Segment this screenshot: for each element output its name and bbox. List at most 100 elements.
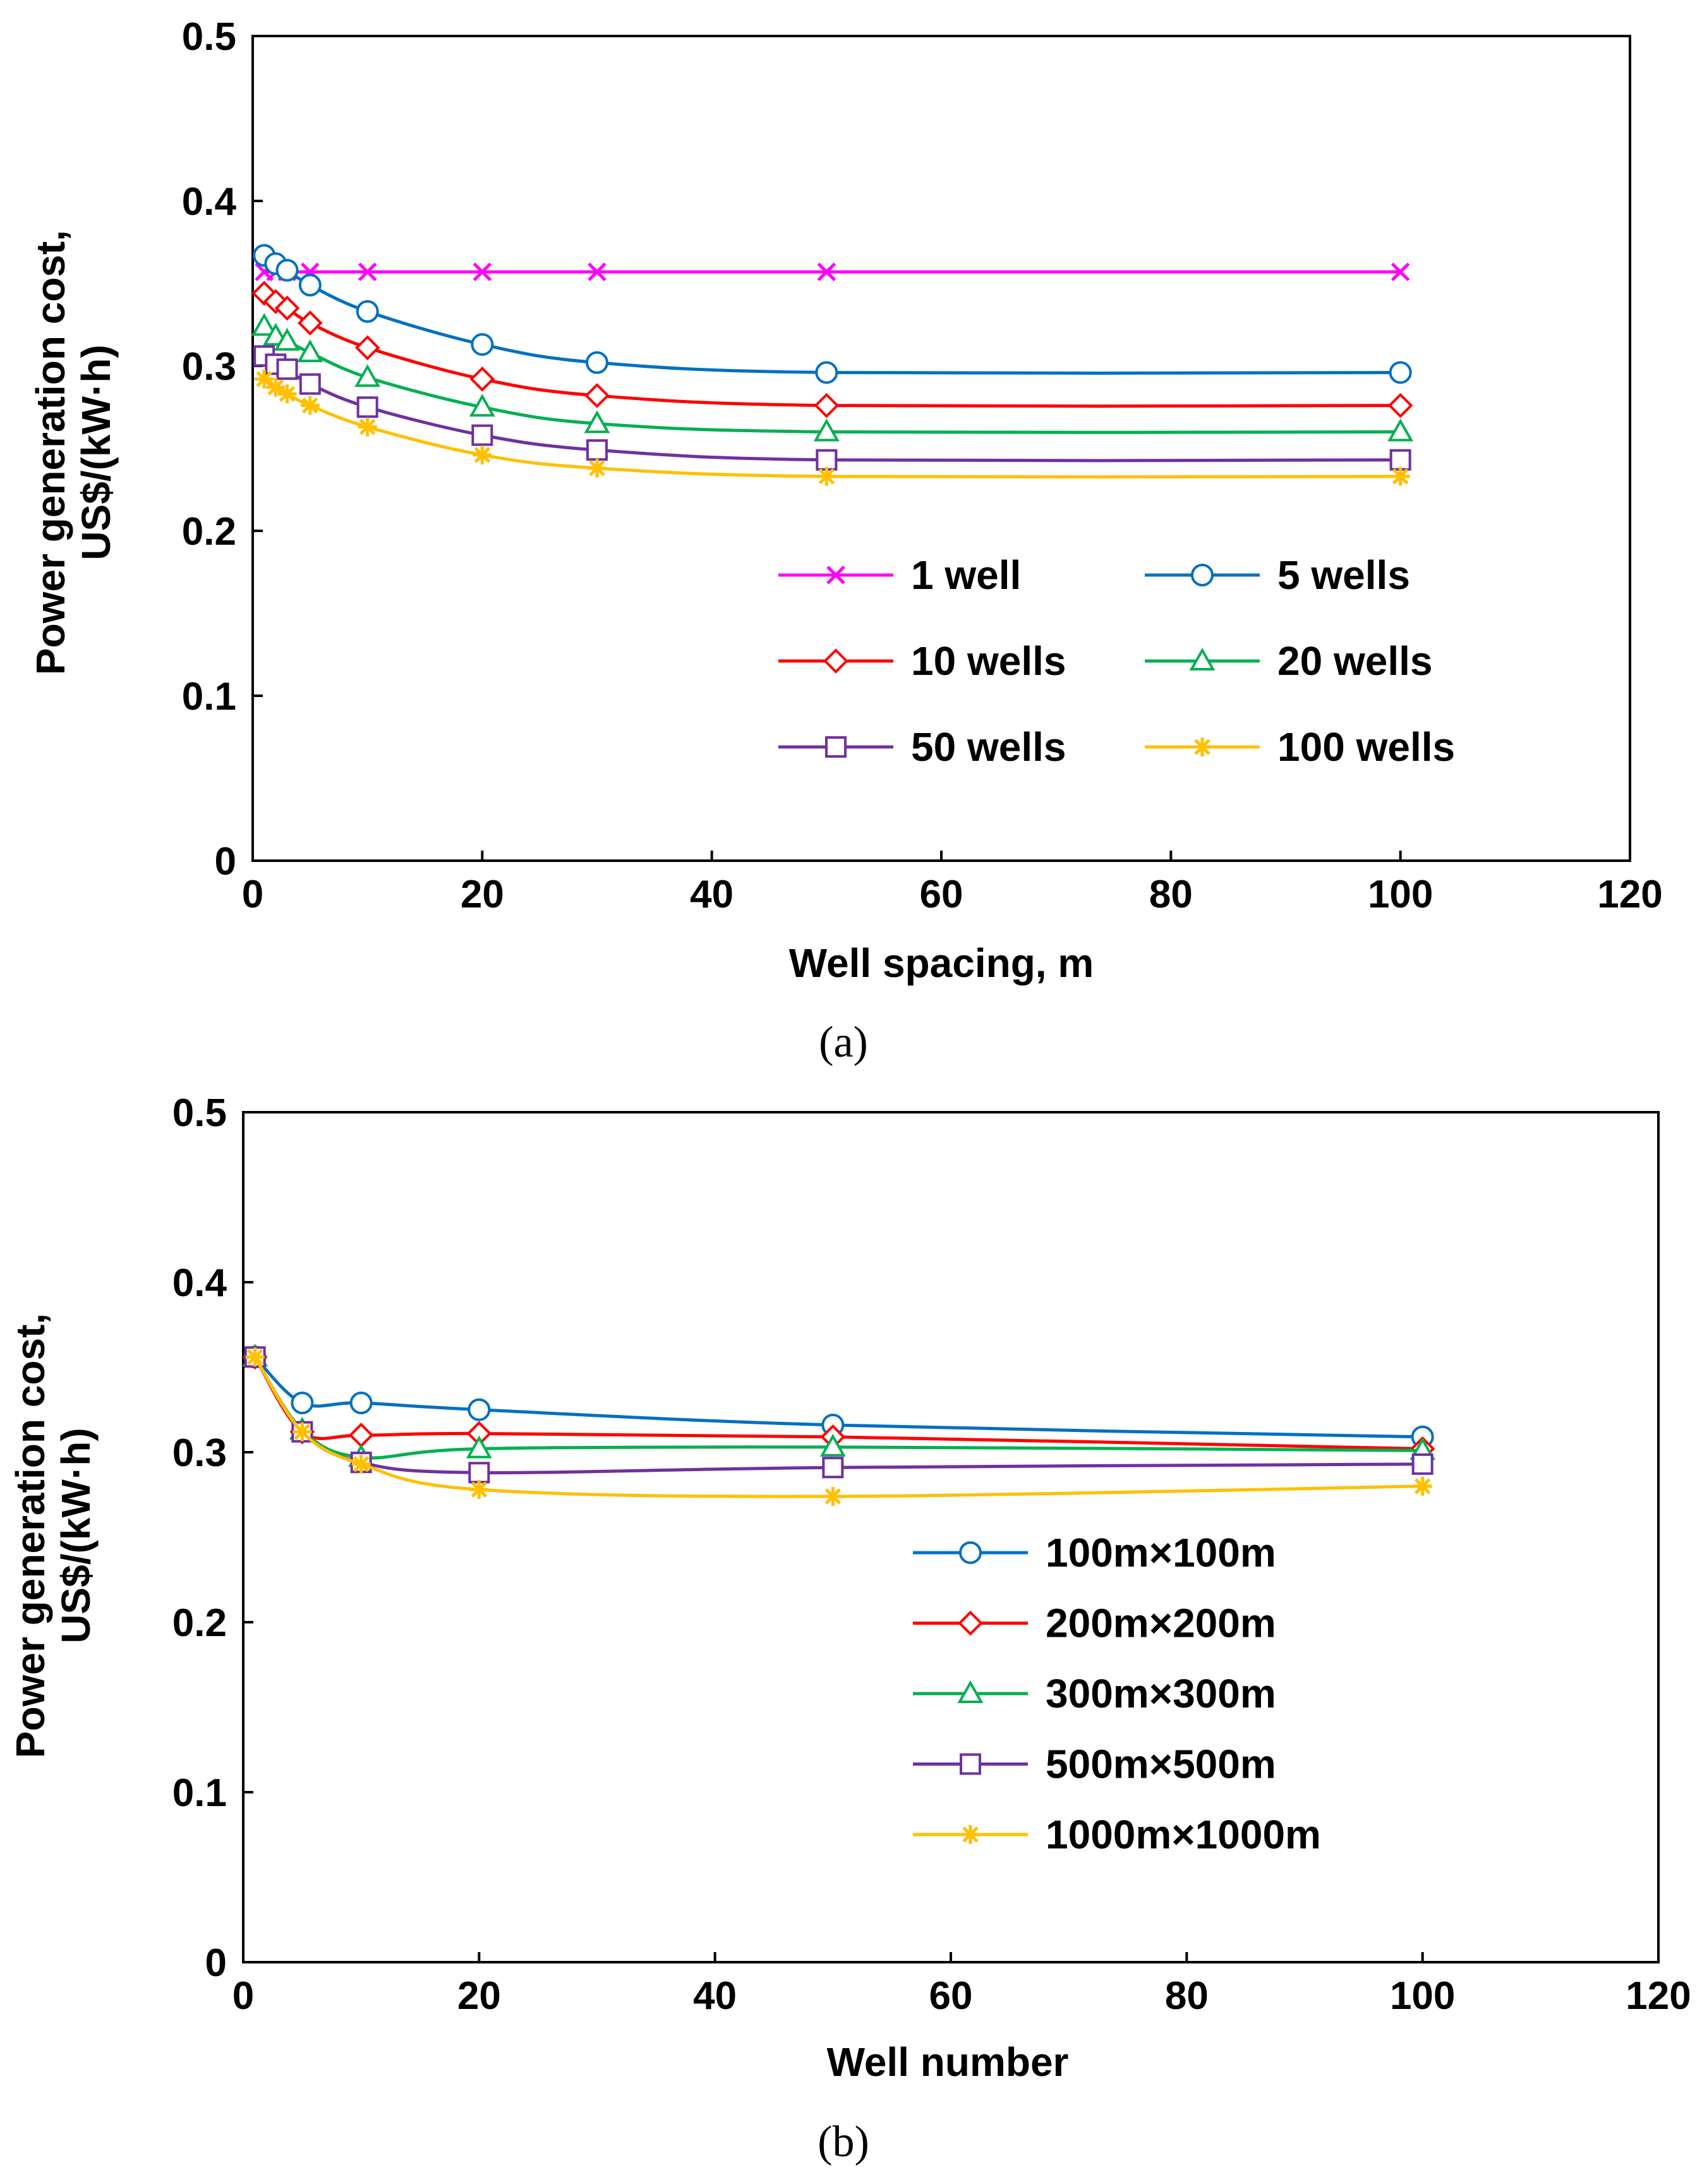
x-tick-label: 0 [242,873,263,916]
data-point-10-wells [469,367,495,392]
series-20-wells [251,313,1414,442]
data-point-1-well [473,262,492,281]
x-tick-label: 60 [920,873,963,916]
x-axis-label-a: Well spacing, m [789,940,1094,986]
data-point-10-wells [814,392,840,418]
x-tick-label: 60 [929,1974,973,2018]
series-10-wells [251,281,1413,418]
legend-label: 20 wells [1277,638,1433,684]
data-point-50-wells [356,396,378,418]
y-tick-label: 0.4 [172,1261,227,1305]
data-point-50-wells [586,439,608,461]
data-point-10-wells [274,295,300,321]
data-point-50-wells [276,358,298,380]
data-point-100mx100m [349,1391,373,1414]
series-100-wells [255,369,1410,486]
data-point-500mx500m [1411,1453,1433,1475]
legend-label: 1000m×1000m [1046,1812,1321,1857]
data-point-50-wells [471,424,493,446]
panel-caption-a: (a) [819,1018,868,1067]
legend-marker [958,1610,983,1636]
data-point-20-wells [813,418,840,442]
data-point-1000mx1000m [823,1486,843,1506]
legend-marker [960,1753,981,1775]
y-tick-label: 0.5 [172,1091,227,1135]
x-tick-label: 20 [461,873,504,916]
legend-label: 300m×300m [1046,1671,1276,1716]
data-point-10-wells [298,310,323,336]
data-point-100-wells [358,417,377,437]
data-point-100-wells [817,466,836,486]
y-tick-label: 0.2 [182,510,236,554]
legend-entry-50-wells: 50 wells [778,724,1066,770]
series-1000mx1000m [245,1347,1432,1506]
legend-entry-100-wells: 100 wells [1145,724,1455,770]
y-tick-label: 0.3 [172,1431,227,1475]
data-point-1000mx1000m [1413,1476,1432,1496]
data-point-10-wells [584,383,610,408]
data-point-1000mx1000m [351,1454,371,1474]
y-tick-label: 0 [215,840,236,883]
legend-marker [959,1541,982,1564]
chart-a: 0 20 40 60 80 100 120 0 0.1 0.2 0.3 0.4 0.5 1 well 5 … [28,15,1663,1067]
data-point-100mx100m [291,1391,314,1414]
y-tick-label: 0.1 [172,1771,227,1815]
x-tick-label: 40 [693,1974,737,2018]
legend-entry-1000mx1000m: 1000m×1000m [913,1812,1321,1857]
legend-entry-20-wells: 20 wells [1145,638,1433,684]
y-tick-label: 0.1 [182,675,236,719]
legend-label: 1 well [911,552,1021,598]
series-b [242,1344,1436,1506]
data-point-50-wells [816,449,838,471]
data-point-20-wells [297,339,323,363]
legend-label: 50 wells [911,724,1066,770]
legend-entry-10-wells: 10 wells [778,638,1066,684]
data-point-5-wells [471,333,494,356]
legend-marker [1189,647,1216,670]
series-5-wells [253,244,1412,384]
data-point-20-wells [584,410,610,434]
data-point-100-wells [1391,466,1410,486]
data-point-5-wells [815,361,838,384]
x-tick-label: 120 [1626,1974,1691,2018]
y-axis-label-line2-a: US$/(kW·h) [73,344,119,560]
y-tick-label: 0.3 [182,345,236,389]
data-point-500mx500m [468,1462,490,1484]
legend-label: 200m×200m [1046,1601,1276,1646]
data-point-1000mx1000m [245,1347,265,1367]
data-point-5-wells [586,351,608,374]
data-point-1-well [1391,262,1410,281]
y-axis-label-line2-b: US$/(kW·h) [53,1428,99,1643]
y-tick-label: 0.4 [182,180,237,224]
y-axis-label-line1-a: Power generation cost, [28,230,73,675]
data-point-50-wells [1389,449,1411,471]
legend-entry-300mx300m: 300m×300m [913,1671,1276,1716]
y-tick-label: 0.2 [172,1601,227,1645]
y-axis-label-line1-b: Power generation cost, [8,1313,53,1758]
data-point-1000mx1000m [293,1422,312,1441]
x-tick-label: 120 [1597,873,1662,916]
legend-label: 500m×500m [1046,1742,1276,1787]
data-point-300mx300m [466,1435,492,1459]
x-tick-label: 0 [232,1974,254,2018]
data-point-100-wells [300,396,320,415]
legend-marker [1191,564,1214,586]
data-point-1-well [817,262,836,281]
panel-caption-b: (b) [818,2118,869,2166]
data-point-20-wells [1387,418,1414,442]
plot-area-b [242,1111,1660,1963]
legend-marker [823,648,848,674]
ticks-b: 0 20 40 60 80 100 120 0 0.1 0.2 0.3 0.4 0.5 [172,1091,1691,2018]
legend-label: 100 wells [1277,724,1455,770]
legend-a: 1 well 5 wells 10 wells 20 wells 50 wells 100… [778,552,1455,770]
legend-marker [961,1825,980,1844]
series-line-100mx100m [253,1356,1423,1439]
data-point-100-wells [473,445,492,464]
series-50-wells [253,345,1411,471]
data-point-20-wells [469,394,495,417]
chart-b: 0 20 40 60 80 100 120 0 0.1 0.2 0.3 0.4 0.5 100m×100… [8,1091,1691,2166]
legend-entry-5-wells: 5 wells [1145,552,1410,598]
data-point-100-wells [266,377,286,397]
legend-label: 5 wells [1277,552,1410,598]
